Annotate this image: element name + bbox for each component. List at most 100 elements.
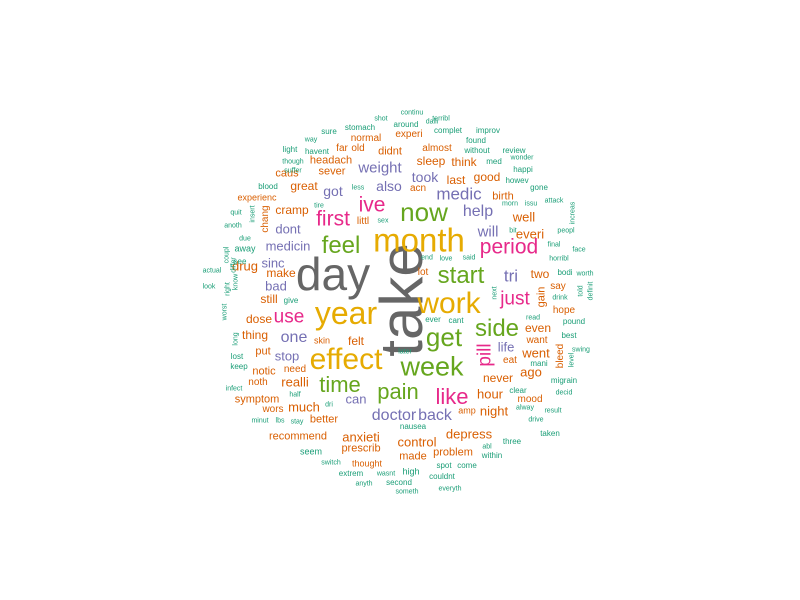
word-realli: realli — [281, 374, 309, 390]
word-gone: gone — [530, 183, 548, 192]
word-sex: sex — [377, 217, 389, 225]
word-never: never — [482, 371, 514, 385]
word-stomach: stomach — [344, 123, 376, 132]
word-can: can — [345, 391, 367, 407]
word-took: took — [411, 169, 439, 185]
word-sure: sure — [321, 127, 337, 136]
word-lot: lot — [417, 267, 429, 278]
word-ever: ever — [425, 315, 441, 324]
word-help: help — [462, 203, 494, 220]
word-happi: happi — [513, 165, 533, 174]
word-end: end — [421, 254, 433, 262]
word-dose: dose — [245, 312, 273, 326]
word-alway: alway — [516, 404, 534, 412]
word-tri: tri — [503, 266, 519, 286]
word-start: start — [437, 262, 485, 289]
word-see: see — [233, 257, 247, 266]
word-bad: bad — [265, 278, 287, 294]
word-control: control — [397, 434, 437, 450]
word-thought: thought — [351, 458, 383, 469]
word-everi: everi — [515, 226, 545, 242]
word-like: like — [435, 384, 469, 409]
word-stay: stay — [290, 418, 304, 426]
word-year: year — [314, 295, 378, 331]
word-littl: littl — [356, 216, 370, 227]
word-first: first — [316, 207, 350, 231]
word-almost: almost — [422, 143, 452, 154]
word-spot: spot — [436, 461, 452, 470]
word-depress: depress — [445, 426, 493, 442]
word-shot: shot — [374, 115, 388, 123]
word-within: within — [481, 451, 503, 460]
word-now: now — [400, 197, 448, 227]
word-back: back — [418, 407, 452, 424]
word-around: around — [393, 120, 419, 129]
word-life: life — [497, 339, 515, 355]
word-period: period — [479, 235, 539, 259]
word-prescrib: prescrib — [341, 442, 381, 455]
word-put: put — [255, 345, 271, 358]
word-noth: noth — [248, 377, 268, 388]
word-know: know — [232, 273, 240, 291]
word-differ: differ — [230, 257, 238, 273]
word-drug: drug — [231, 258, 259, 274]
word-insert: insert — [249, 205, 257, 223]
word-daili: daili — [425, 118, 439, 126]
word-bodi: bodi — [557, 268, 573, 277]
word-final: final — [547, 241, 561, 249]
word-someth: someth — [395, 488, 419, 496]
word-month: month — [373, 221, 465, 259]
word-review: review — [502, 146, 526, 155]
word-due: due — [239, 235, 251, 243]
word-medicin: medicin — [265, 238, 311, 254]
word-stop: stop — [274, 348, 300, 364]
word-dri: dri — [325, 401, 333, 409]
word-actual: actual — [202, 267, 222, 275]
word-last: last — [446, 173, 466, 187]
word-hour: hour — [476, 386, 504, 402]
word-amp: amp — [458, 405, 476, 416]
word-sever: sever — [318, 165, 346, 178]
word-howev: howev — [505, 176, 529, 185]
word-didnt: didnt — [378, 145, 402, 158]
word-ago: ago — [520, 364, 542, 380]
word-love: love — [439, 255, 453, 263]
word-effect: effect — [309, 343, 383, 376]
word-keep: keep — [230, 362, 248, 371]
word-great: great — [290, 179, 318, 193]
word-away: away — [234, 243, 256, 254]
word-drink: drink — [552, 294, 568, 302]
word-quit: quit — [230, 209, 242, 217]
word-long: long — [232, 332, 240, 346]
word-sleep: sleep — [416, 154, 446, 168]
word-make: make — [266, 266, 296, 280]
word-lbs: lbs — [275, 417, 285, 425]
word-later: later — [398, 348, 412, 356]
word-wors: wors — [262, 404, 284, 415]
word-recommend: recommend — [268, 430, 328, 443]
word-half: half — [289, 391, 301, 399]
word-much: much — [288, 399, 320, 415]
word-peopl: peopl — [557, 227, 575, 235]
word-just: just — [500, 288, 530, 310]
word-worst: worst — [221, 303, 229, 321]
word-anyth: anyth — [355, 480, 373, 488]
word-face: face — [572, 246, 586, 254]
word-improv: improv — [475, 126, 501, 135]
word-need: need — [283, 364, 307, 375]
word-better: better — [309, 413, 339, 426]
word-got: got — [323, 183, 343, 199]
word-acn: acn — [409, 183, 427, 194]
word-nausea: nausea — [399, 422, 427, 431]
word-notic: notic — [252, 365, 276, 378]
word-use: use — [273, 306, 305, 328]
word-light: light — [282, 145, 298, 154]
word-doctor: doctor — [371, 407, 417, 424]
word-feel: feel — [321, 232, 361, 259]
word-complet: complet — [433, 126, 463, 135]
word-look: look — [202, 283, 216, 291]
word-normal: normal — [350, 133, 382, 144]
word-horribl: horribl — [549, 255, 569, 263]
word-birth: birth — [492, 190, 514, 203]
word-migrain: migrain — [550, 376, 578, 385]
